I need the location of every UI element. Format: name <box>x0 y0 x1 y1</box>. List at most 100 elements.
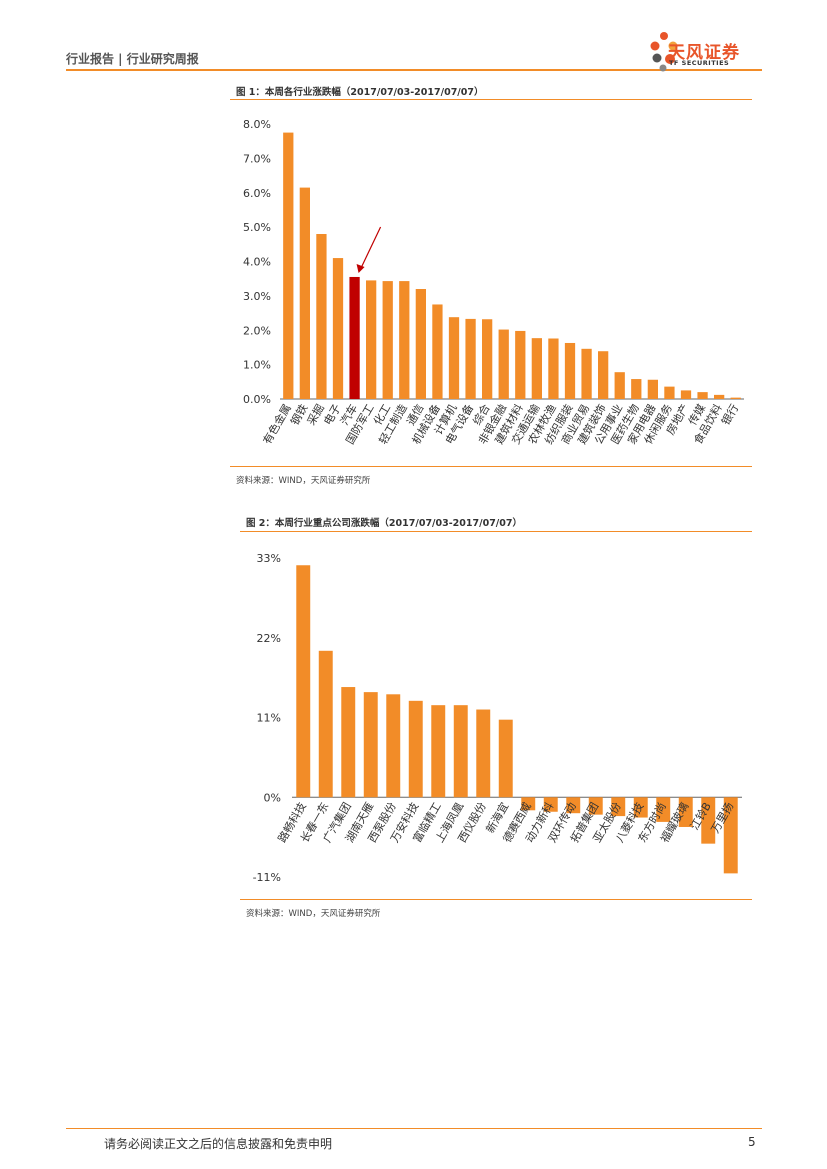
chart2-bar <box>678 797 693 827</box>
chart2-bar <box>453 705 468 798</box>
chart1-bar <box>548 338 559 399</box>
chart1-bar <box>515 330 526 399</box>
chart1-ytick-label: 6.0% <box>243 187 271 200</box>
company-logo-icon <box>650 32 678 72</box>
chart2-bar <box>296 565 311 798</box>
chart2-ytick-label: 11% <box>257 712 281 725</box>
chart1-bar <box>332 258 344 399</box>
figure1-top-rule <box>230 99 752 100</box>
chart1-category-label: 电气设备 <box>442 401 476 446</box>
figure2-top-rule <box>240 531 752 532</box>
chart1-category-label: 建筑材料 <box>492 402 526 447</box>
chart1-bar <box>382 281 393 399</box>
chart1-category-label: 传媒 <box>686 402 708 428</box>
chart1-category-label: 休闲服务 <box>641 402 675 447</box>
chart1-ytick-label: 1.0% <box>243 359 271 372</box>
report-header-title: 行业报告 | 行业研究周报 <box>66 52 199 66</box>
chart2-ytick-label: 0% <box>264 791 281 804</box>
chart1-ytick-label: 0.0% <box>243 393 271 406</box>
chart1-ytick-label: 8.0% <box>243 118 271 131</box>
chart2-bar <box>363 692 378 798</box>
chart1-category-label: 银行 <box>718 402 741 428</box>
chart1-bar <box>316 234 327 399</box>
chart2-bar <box>566 797 581 814</box>
chart2-category-label: 西仪股份 <box>456 800 489 845</box>
chart2-category-label: 拓普集团 <box>567 800 601 845</box>
chart2-category-label: 德赛西威 <box>500 800 534 845</box>
chart2-bar <box>723 797 738 874</box>
chart1-category-label: 家用电器 <box>624 402 658 447</box>
chart1-ytick-label: 4.0% <box>243 256 271 269</box>
chart2-bar <box>656 797 671 822</box>
figure2-bottom-rule <box>240 899 752 900</box>
chart2-bar <box>476 709 491 798</box>
logo-subtitle: TF SECURITIES <box>669 59 730 67</box>
footer-divider <box>66 1128 762 1129</box>
chart1-category-label: 采掘 <box>304 402 327 428</box>
chart2-category-label: 长春一东 <box>298 800 331 845</box>
chart2-bar <box>408 700 423 798</box>
chart2-category-label: 上海凤凰 <box>432 800 466 845</box>
chart1-bar <box>498 329 509 399</box>
chart1-category-label: 国防军工 <box>343 402 377 447</box>
chart2-category-label: 福耀玻璃 <box>657 800 691 845</box>
chart2-category-label: 双环传动 <box>546 800 579 845</box>
chart1-ytick-label: 3.0% <box>243 290 271 303</box>
logo-name: 天风证券 <box>668 43 740 63</box>
chart1-category-label: 计算机 <box>431 402 460 438</box>
chart2-category-label: 路畅科技 <box>275 800 309 845</box>
chart1-category-label: 化工 <box>370 402 393 428</box>
chart1-bar <box>482 319 493 399</box>
chart1-bar <box>415 289 426 399</box>
chart2-bar <box>386 694 401 798</box>
chart1-category-label: 综合 <box>470 401 493 427</box>
chart2-category-label: 江铃B <box>687 800 714 833</box>
chart1-category-label: 非银金融 <box>475 402 509 447</box>
chart2-category-label: 东方时尚 <box>635 800 669 845</box>
chart1-bar <box>366 280 377 399</box>
chart2-ytick-label: -11% <box>253 871 281 884</box>
chart2-bar <box>701 797 716 844</box>
chart1-ytick-label: 5.0% <box>243 221 271 234</box>
chart1-bar <box>730 397 741 399</box>
figure2-title: 图 2：本周行业重点公司涨跌幅（2017/07/03-2017/07/07） <box>246 518 523 529</box>
chart2-bar <box>431 705 446 798</box>
chart2-ytick-label: 33% <box>257 552 281 565</box>
chart2-bar <box>588 797 603 815</box>
chart1-bar <box>714 394 725 399</box>
chart1-bar <box>564 342 576 399</box>
chart1-bar <box>465 318 476 399</box>
page-number: 5 <box>748 1135 756 1149</box>
chart1-bar <box>631 379 642 399</box>
chart2-category-label: 广汽集团 <box>320 800 354 845</box>
figure1-bottom-rule <box>230 466 752 467</box>
chart2-bar <box>611 797 626 817</box>
chart2-category-label: 西泵股份 <box>366 800 399 845</box>
figure1-title: 图 1：本周各行业涨跌幅（2017/07/03-2017/07/07） <box>236 87 484 98</box>
chart1-category-label: 机械设备 <box>409 402 443 447</box>
chart2-bar <box>633 797 648 818</box>
chart1-category-label: 医药生物 <box>608 402 642 447</box>
chart2-ytick-label: 22% <box>257 632 281 645</box>
chart2-bar <box>543 797 558 812</box>
chart1-bar <box>399 281 410 399</box>
figure2-source: 资料来源：WIND，天风证券研究所 <box>246 909 381 919</box>
chart1-category-label: 食品饮料 <box>691 402 725 447</box>
chart1-category-label: 轻工制造 <box>376 402 410 447</box>
chart1-category-label: 有色金属 <box>260 402 294 447</box>
chart2-category-label: 新海宜 <box>483 800 512 836</box>
chart1-bar <box>680 390 692 399</box>
chart1-category-label: 电子 <box>321 402 343 428</box>
chart1-bar <box>664 386 675 399</box>
chart1-category-label: 农林牧渔 <box>525 402 559 447</box>
chart2-category-label: 亚太股份 <box>591 800 624 845</box>
chart1-bar <box>448 317 460 399</box>
chart1-category-label: 通信 <box>404 402 426 428</box>
chart1-arrow-line <box>360 226 382 270</box>
chart1-bar <box>283 132 294 399</box>
chart2-bar <box>341 687 356 798</box>
chart1-ytick-label: 7.0% <box>243 152 271 165</box>
chart2-bar <box>318 650 333 798</box>
